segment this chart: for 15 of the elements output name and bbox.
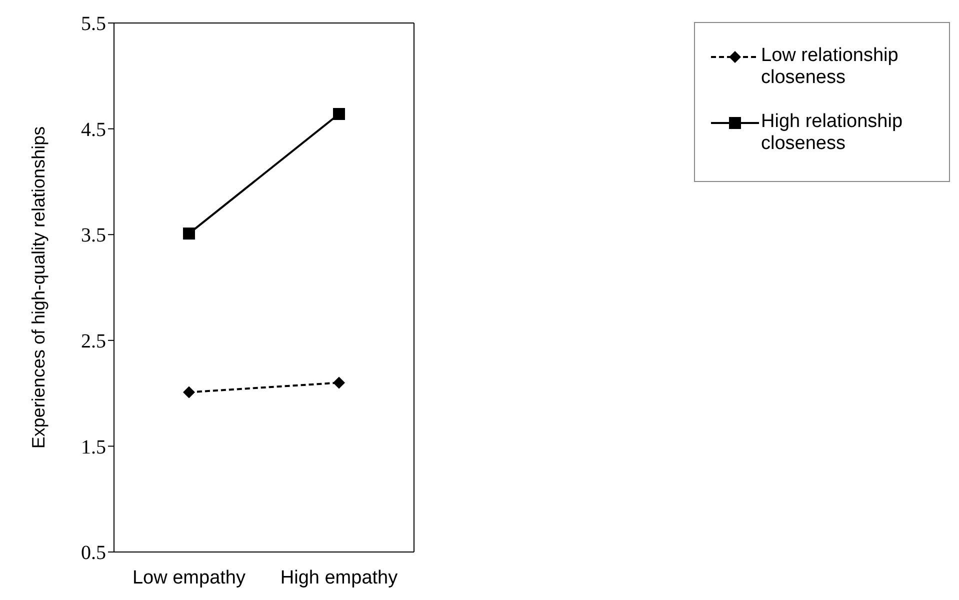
y-tick-label: 4.5 xyxy=(81,118,106,141)
y-tick-label: 5.5 xyxy=(81,13,106,36)
y-tick-label: 1.5 xyxy=(81,436,106,458)
y-axis-title: Experiences of high-quality relationships xyxy=(28,126,48,449)
x-tick-label: Low empathy xyxy=(132,567,246,588)
point xyxy=(183,386,195,398)
y-tick-label: 2.5 xyxy=(81,330,106,352)
y-tick-label: 3.5 xyxy=(81,224,106,247)
point xyxy=(183,228,195,240)
point xyxy=(333,376,345,389)
legend-label: High relationship closeness xyxy=(761,111,904,155)
point xyxy=(333,108,345,120)
legend-label: Low relationship closeness xyxy=(761,45,900,89)
x-tick-label: High empathy xyxy=(280,567,398,588)
y-tick-label: 0.5 xyxy=(81,542,106,564)
